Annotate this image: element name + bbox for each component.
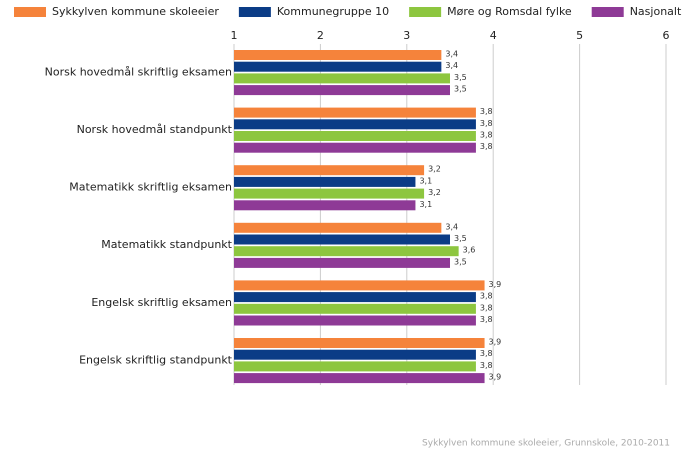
legend-swatch: [14, 7, 46, 17]
value-label: 3,9: [489, 280, 502, 289]
value-label: 3,5: [454, 234, 467, 243]
bar: [234, 257, 450, 268]
bar: [234, 303, 476, 314]
value-label: 3,1: [419, 200, 432, 209]
legend-label: Sykkylven kommune skoleeier: [52, 5, 219, 18]
bar: [234, 361, 476, 372]
legend-swatch: [238, 7, 271, 17]
bar: [234, 246, 459, 257]
value-label: 3,8: [480, 119, 493, 128]
bar: [234, 222, 442, 233]
value-label: 3,8: [480, 315, 493, 324]
y-tick-label: Norsk hovedmål skriftlig eksamen: [45, 65, 232, 78]
x-tick-label: 2: [317, 29, 324, 42]
value-label: 3,5: [454, 73, 467, 82]
value-label: 3,8: [480, 107, 493, 116]
value-label: 3,2: [428, 188, 441, 197]
value-label: 3,8: [480, 131, 493, 140]
bar: [234, 131, 476, 141]
x-tick-label: 5: [576, 29, 583, 42]
y-tick-label: Matematikk skriftlig eksamen: [69, 181, 232, 194]
legend-label: Nasjonalt: [630, 5, 682, 18]
bar: [234, 315, 476, 326]
bar: [234, 85, 450, 96]
x-tick-label: 4: [490, 29, 497, 42]
x-tick-label: 1: [231, 29, 238, 42]
bar: [234, 234, 450, 245]
bar: [234, 188, 425, 199]
value-label: 3,5: [454, 85, 467, 94]
value-label: 3,4: [445, 61, 458, 70]
legend-swatch: [409, 7, 442, 17]
value-label: 3,8: [480, 292, 493, 301]
value-label: 3,8: [480, 303, 493, 312]
value-label: 3,1: [419, 176, 432, 185]
value-label: 3,8: [480, 142, 493, 151]
x-tick-label: 3: [403, 29, 410, 42]
value-label: 3,2: [428, 165, 441, 174]
bar: [234, 50, 442, 60]
value-label: 3,9: [489, 373, 502, 382]
legend-label: Møre og Romsdal fylke: [447, 5, 572, 18]
bar: [234, 107, 476, 118]
bar: [234, 142, 476, 153]
y-tick-label: Engelsk skriftlig standpunkt: [79, 353, 233, 366]
bar: [234, 292, 476, 303]
value-label: 3,9: [489, 338, 502, 347]
bar: [234, 200, 416, 211]
bar: [234, 373, 485, 384]
bar: [234, 165, 425, 176]
value-label: 3,4: [445, 222, 458, 231]
legend-label: Kommunegruppe 10: [277, 5, 389, 18]
bar: [234, 280, 485, 291]
bar: [234, 73, 450, 84]
x-tick-label: 6: [663, 29, 670, 42]
y-tick-label: Norsk hovedmål standpunkt: [77, 123, 233, 136]
value-label: 3,8: [480, 361, 493, 370]
source-note: Sykkylven kommune skoleeier, Grunnskole,…: [422, 439, 670, 449]
y-tick-label: Matematikk standpunkt: [101, 238, 232, 251]
bar: [234, 61, 442, 72]
value-label: 3,8: [480, 349, 493, 358]
bar: [234, 176, 416, 187]
bar: [234, 349, 476, 360]
bar: [234, 119, 476, 130]
value-label: 3,6: [463, 246, 476, 255]
y-tick-label: Engelsk skriftlig eksamen: [91, 296, 232, 309]
value-label: 3,5: [454, 257, 467, 266]
legend-swatch: [591, 7, 624, 17]
bar: [234, 338, 485, 348]
value-label: 3,4: [445, 50, 458, 59]
